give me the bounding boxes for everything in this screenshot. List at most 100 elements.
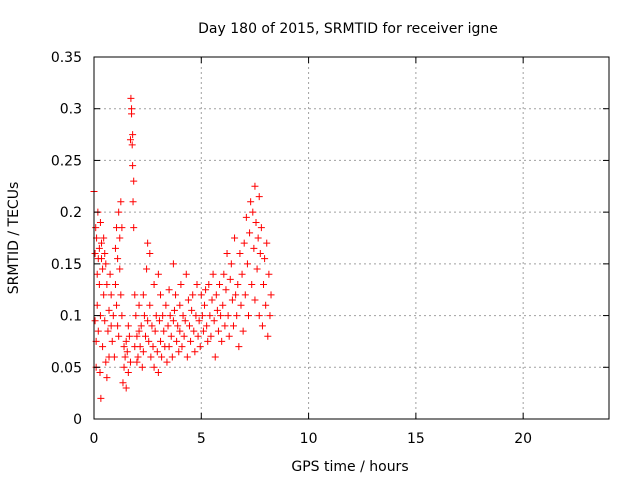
data-point — [96, 218, 104, 226]
data-point — [146, 301, 154, 309]
data-point — [203, 322, 211, 330]
data-point — [105, 306, 113, 314]
data-point — [236, 250, 244, 258]
data-point — [170, 306, 178, 314]
data-point — [165, 286, 173, 294]
data-point — [158, 353, 166, 361]
data-point — [213, 306, 221, 314]
data-point — [218, 337, 226, 345]
data-point — [260, 281, 268, 289]
data-point — [182, 270, 190, 278]
data-point — [115, 332, 123, 340]
data-point — [116, 265, 124, 273]
data-point — [180, 332, 188, 340]
data-point — [97, 394, 105, 402]
data-point — [98, 239, 106, 247]
data-point — [147, 353, 155, 361]
data-point — [122, 384, 130, 392]
data-point — [205, 281, 213, 289]
data-point — [114, 322, 122, 330]
data-point — [198, 312, 206, 320]
data-point — [101, 250, 109, 258]
data-point — [142, 332, 149, 340]
data-point — [126, 358, 134, 366]
data-point — [255, 193, 263, 201]
data-point — [128, 141, 136, 149]
data-point — [130, 224, 138, 232]
data-point — [173, 337, 181, 345]
data-point — [168, 353, 176, 361]
data-point — [207, 332, 215, 340]
data-point — [190, 327, 198, 335]
data-point — [247, 198, 255, 206]
data-point — [163, 358, 171, 366]
data-point — [164, 322, 172, 330]
data-point — [232, 291, 240, 299]
data-point — [188, 306, 196, 314]
data-point — [152, 312, 160, 320]
data-point — [110, 353, 118, 361]
data-point — [254, 234, 262, 242]
data-point — [151, 327, 159, 335]
data-point — [169, 317, 177, 325]
data-point — [174, 322, 182, 330]
data-point — [145, 337, 153, 345]
data-point — [249, 208, 257, 216]
data-point — [245, 312, 252, 320]
data-point — [233, 312, 241, 320]
data-point — [262, 301, 270, 309]
data-point — [127, 94, 135, 102]
data-point — [98, 255, 106, 263]
data-point — [197, 291, 205, 299]
data-point — [109, 312, 117, 320]
data-point — [251, 182, 259, 190]
data-point — [201, 301, 209, 309]
data-point — [155, 317, 163, 325]
data-point — [140, 312, 148, 320]
axis-ticks — [93, 56, 610, 420]
data-point — [114, 255, 122, 263]
data-point — [120, 363, 128, 371]
data-point — [99, 265, 107, 273]
data-point — [234, 281, 242, 289]
y-axis-label: SRMTID / TECUs — [6, 182, 22, 295]
data-point — [143, 265, 151, 273]
data-point — [153, 348, 161, 356]
chart-title: Day 180 of 2015, SRMTID for receiver ign… — [198, 21, 498, 37]
data-point — [175, 348, 183, 356]
data-point — [206, 312, 214, 320]
data-point — [212, 291, 220, 299]
data-point — [202, 286, 210, 294]
data-point — [208, 296, 216, 304]
data-point — [134, 353, 142, 361]
data-point — [135, 301, 143, 309]
data-point — [183, 353, 191, 361]
data-point — [169, 260, 177, 268]
data-point — [123, 348, 131, 356]
tick-labels: 0 5 10 15 20 0 0.05 0.1 0.15 0.2 0.25 0.3 0.35 — [51, 50, 532, 447]
data-point — [91, 250, 99, 258]
data-point — [248, 281, 256, 289]
data-point — [261, 255, 269, 263]
data-point — [93, 301, 101, 309]
data-point — [125, 332, 133, 340]
data-point — [235, 343, 243, 351]
data-point — [94, 327, 102, 335]
data-point — [192, 312, 200, 320]
data-point — [120, 343, 128, 351]
data-point — [214, 327, 222, 335]
data-point — [263, 239, 271, 247]
data-point — [119, 379, 127, 387]
plot-frame — [93, 56, 610, 420]
data-point — [224, 312, 232, 320]
data-point — [104, 327, 112, 335]
data-point — [252, 218, 260, 226]
data-point — [111, 244, 119, 252]
data-point — [239, 327, 247, 335]
y-tick-label: 0.05 — [51, 360, 82, 376]
data-point — [150, 281, 158, 289]
data-point — [223, 250, 231, 258]
data-point — [221, 322, 229, 330]
data-point — [150, 363, 158, 371]
data-point — [246, 229, 254, 237]
